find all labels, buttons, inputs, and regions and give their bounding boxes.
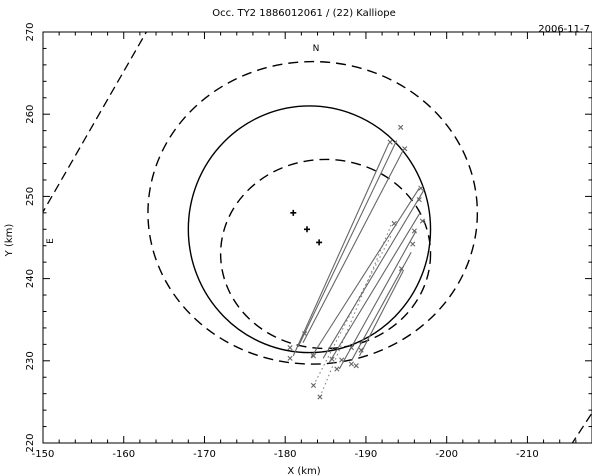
- chord-line: [292, 143, 390, 357]
- plot-layer: [43, 32, 592, 443]
- x-tick-label: -160: [112, 449, 135, 460]
- chord-end-marker: [411, 228, 417, 234]
- chord-end-marker: [348, 345, 354, 351]
- y-axis-label: Y (km): [4, 224, 15, 258]
- chord-end-marker: [329, 356, 335, 362]
- chord-end-marker: [410, 241, 416, 247]
- y-tick-label: 240: [25, 269, 36, 288]
- chord-end-marker: [310, 382, 317, 389]
- chord-end-marker: [310, 353, 317, 359]
- chord-end-marker: [418, 185, 424, 191]
- chord-end-marker: [301, 331, 308, 337]
- center-marker: [316, 239, 323, 246]
- chord-end-marker: [317, 394, 323, 400]
- chord-line: [297, 140, 398, 348]
- chord-end-marker: [287, 345, 293, 351]
- chord-end-marker: [334, 366, 340, 372]
- x-tick-label: -210: [516, 449, 539, 460]
- dotted-chord: [319, 219, 394, 398]
- boundary-line: [571, 413, 592, 443]
- chord-end-marker: [398, 124, 404, 130]
- x-tick-label: -150: [32, 449, 55, 460]
- chord-line: [350, 252, 412, 362]
- chord-end-marker: [398, 266, 405, 272]
- center-marker: [304, 226, 311, 233]
- y-tick-label: 220: [25, 433, 36, 452]
- chord-line: [310, 187, 420, 358]
- x-tick-label: -200: [435, 449, 458, 460]
- north-label: N: [313, 44, 320, 54]
- boundary-line: [43, 32, 147, 214]
- x-tick-label: -180: [274, 449, 297, 460]
- chord-line: [322, 189, 425, 359]
- center-marker: [290, 209, 297, 216]
- chord-end-marker: [402, 146, 408, 152]
- chord-end-marker: [358, 347, 364, 353]
- chord-end-marker: [353, 363, 359, 369]
- dotted-chord: [313, 233, 393, 386]
- y-tick-label: 270: [25, 22, 36, 41]
- chart-date: 2006-11-7: [538, 24, 590, 35]
- east-label: E: [46, 238, 56, 244]
- chord-end-marker: [391, 220, 397, 227]
- chord-end-marker: [348, 361, 354, 367]
- y-tick-label: 250: [25, 187, 36, 206]
- chord-end-marker: [339, 357, 345, 363]
- ellipse-outer: [147, 60, 479, 365]
- chord-end-marker: [387, 139, 393, 145]
- plot-frame: [42, 31, 592, 444]
- chord-line: [328, 212, 421, 364]
- chord-end-marker: [287, 355, 293, 361]
- ellipse-fit: [187, 105, 432, 354]
- x-axis-label: X (km): [287, 466, 320, 476]
- chord-end-marker: [419, 218, 426, 224]
- chord-line: [358, 270, 404, 357]
- chord-end-marker: [416, 197, 422, 203]
- y-tick-label: 260: [25, 105, 36, 124]
- chord-line: [338, 230, 417, 370]
- x-tick-label: -170: [193, 449, 216, 460]
- chord-line: [302, 150, 404, 343]
- chart-title: Occ. TY2 1886012061 / (22) Kalliope: [212, 8, 396, 19]
- x-tick-label: -190: [355, 449, 378, 460]
- ellipse-inner: [219, 158, 432, 350]
- y-tick-label: 230: [25, 351, 36, 370]
